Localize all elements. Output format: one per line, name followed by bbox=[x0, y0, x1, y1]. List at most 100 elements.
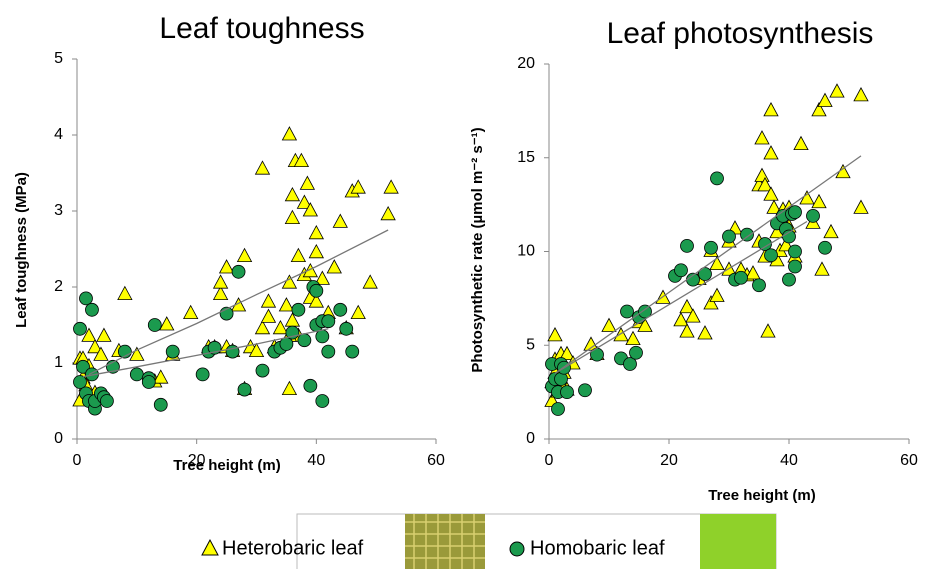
point bbox=[709, 255, 725, 271]
point bbox=[183, 304, 199, 320]
point bbox=[321, 314, 336, 329]
point bbox=[296, 194, 313, 209]
point bbox=[260, 308, 277, 323]
point bbox=[811, 193, 827, 209]
point bbox=[284, 186, 301, 202]
legend-label: Homobaric leaf bbox=[530, 537, 665, 559]
point bbox=[853, 87, 869, 102]
point bbox=[76, 359, 90, 374]
point bbox=[722, 229, 736, 244]
point bbox=[578, 383, 592, 398]
point bbox=[236, 247, 253, 263]
point bbox=[284, 209, 301, 225]
leaf-image bbox=[700, 514, 776, 569]
point bbox=[153, 369, 169, 384]
point bbox=[788, 205, 802, 220]
point bbox=[81, 327, 97, 342]
point bbox=[350, 179, 366, 194]
chart-title: Leaf photosynthesis bbox=[607, 17, 874, 50]
point bbox=[625, 330, 641, 346]
y-tick-label: 3 bbox=[54, 202, 63, 219]
point bbox=[73, 321, 87, 336]
point bbox=[766, 199, 782, 214]
point bbox=[823, 223, 839, 239]
point bbox=[129, 367, 144, 382]
point bbox=[212, 274, 229, 289]
point bbox=[763, 102, 779, 117]
legend: Heterobaric leaf Homobaric leaf bbox=[201, 513, 777, 569]
chart-title: Leaf toughness bbox=[159, 12, 364, 45]
point bbox=[788, 259, 802, 274]
point bbox=[763, 145, 779, 160]
point bbox=[680, 238, 694, 253]
point bbox=[212, 285, 229, 301]
legend-marker bbox=[201, 538, 219, 556]
x-tick-label: 60 bbox=[900, 452, 918, 469]
point bbox=[679, 298, 695, 314]
point bbox=[754, 130, 770, 145]
x-tick-label: 0 bbox=[545, 452, 554, 469]
y-tick-label: 15 bbox=[517, 149, 535, 166]
point bbox=[637, 317, 653, 332]
y-tick-label: 1 bbox=[54, 354, 63, 371]
point bbox=[760, 323, 776, 338]
point bbox=[380, 205, 396, 221]
x-axis-label: Tree height (m) bbox=[173, 457, 281, 474]
point bbox=[141, 375, 156, 389]
point bbox=[362, 274, 378, 289]
x-tick-label: 60 bbox=[427, 452, 445, 469]
point bbox=[308, 293, 325, 308]
x-tick-label: 20 bbox=[660, 452, 678, 469]
point bbox=[281, 274, 298, 289]
point bbox=[754, 167, 770, 182]
point bbox=[278, 297, 295, 312]
point bbox=[260, 293, 277, 308]
point bbox=[853, 199, 869, 214]
point bbox=[299, 175, 316, 190]
y-axis-label: Leaf toughness (MPa) bbox=[13, 172, 30, 328]
point bbox=[629, 345, 643, 360]
point bbox=[613, 327, 629, 342]
leaf-image bbox=[405, 514, 485, 569]
point bbox=[100, 394, 114, 408]
point bbox=[309, 283, 324, 298]
point bbox=[297, 333, 312, 348]
point bbox=[308, 224, 325, 240]
point bbox=[764, 248, 778, 263]
point bbox=[293, 152, 310, 168]
y-tick-label: 20 bbox=[517, 55, 535, 72]
legend-marker bbox=[509, 541, 525, 557]
trend-line bbox=[82, 328, 329, 378]
point bbox=[559, 345, 575, 361]
point bbox=[281, 126, 298, 141]
point bbox=[685, 308, 701, 323]
point bbox=[302, 202, 319, 217]
point bbox=[350, 304, 366, 320]
point bbox=[703, 295, 719, 310]
point bbox=[829, 83, 845, 98]
y-tick-label: 0 bbox=[54, 430, 63, 447]
point bbox=[601, 317, 617, 332]
point bbox=[620, 304, 634, 319]
point bbox=[740, 227, 754, 242]
x-tick-label: 40 bbox=[307, 452, 325, 469]
point bbox=[782, 272, 796, 287]
x-tick-label: 20 bbox=[188, 452, 206, 469]
point bbox=[333, 302, 348, 317]
y-tick-label: 10 bbox=[517, 243, 535, 260]
point bbox=[254, 319, 271, 335]
point bbox=[814, 261, 830, 276]
point bbox=[697, 325, 713, 340]
point bbox=[153, 397, 168, 412]
point bbox=[321, 344, 336, 359]
point bbox=[788, 244, 802, 259]
point bbox=[383, 179, 399, 194]
point bbox=[291, 302, 306, 317]
point bbox=[237, 382, 252, 397]
trend-line bbox=[554, 220, 808, 374]
point bbox=[332, 213, 348, 228]
point bbox=[758, 237, 772, 251]
point bbox=[85, 302, 99, 317]
point bbox=[279, 337, 294, 351]
